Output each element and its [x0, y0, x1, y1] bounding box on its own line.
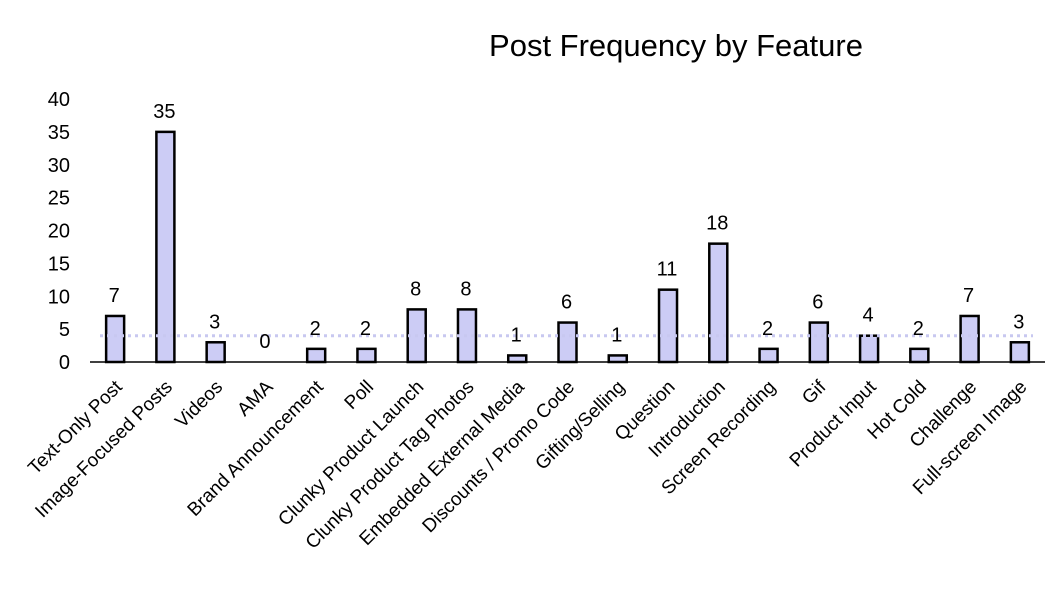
bar	[205, 341, 226, 364]
bar	[909, 347, 930, 364]
data-label: 7	[963, 285, 974, 307]
data-label: 1	[611, 324, 622, 346]
bars-group	[104, 130, 1031, 364]
category-label: AMA	[233, 376, 277, 420]
bar	[808, 321, 830, 364]
chart-title: Post Frequency by Feature	[489, 28, 863, 63]
data-label: 2	[762, 318, 773, 340]
category-label: Product Input	[786, 376, 881, 471]
bar	[657, 288, 679, 364]
data-label: 4	[863, 305, 874, 327]
data-label: 18	[706, 213, 728, 235]
data-label: 1	[511, 324, 522, 346]
y-tick-label: 35	[48, 122, 70, 144]
data-label: 2	[310, 318, 321, 340]
y-tick-label: 30	[48, 155, 70, 177]
data-label: 7	[109, 285, 120, 307]
data-label: 8	[410, 278, 421, 300]
data-label: 6	[812, 292, 823, 314]
bar	[104, 314, 126, 364]
y-tick-label: 40	[48, 89, 70, 111]
bar	[607, 354, 629, 364]
data-label: 3	[209, 311, 220, 333]
data-label: 3	[1013, 311, 1024, 333]
y-tick-label: 0	[59, 352, 70, 374]
y-tick-label: 20	[48, 221, 70, 243]
data-label: 6	[561, 292, 572, 314]
bar	[1009, 341, 1031, 364]
data-label: 0	[259, 331, 270, 353]
data-label: 11	[657, 259, 678, 281]
data-label: 2	[913, 318, 924, 340]
bar	[305, 347, 327, 364]
category-label: Videos	[171, 377, 227, 433]
bar	[557, 321, 578, 364]
category-label: Poll	[341, 377, 378, 414]
y-tick-label: 15	[48, 253, 70, 275]
y-tick-label: 25	[48, 188, 70, 210]
bar	[506, 354, 528, 364]
bar	[858, 334, 880, 364]
bar	[708, 242, 729, 364]
bar	[155, 130, 176, 364]
data-label: 2	[360, 318, 371, 340]
y-tick-label: 10	[48, 286, 70, 308]
data-label: 8	[460, 278, 471, 300]
category-label: Gif	[798, 376, 831, 409]
y-tick-label: 5	[59, 319, 70, 341]
data-label: 35	[153, 101, 175, 123]
bar	[758, 347, 779, 364]
bar	[356, 347, 377, 364]
y-axis-ticks: 0 5 10 15 20 25 30 35 40	[48, 89, 70, 374]
bar	[959, 314, 980, 364]
